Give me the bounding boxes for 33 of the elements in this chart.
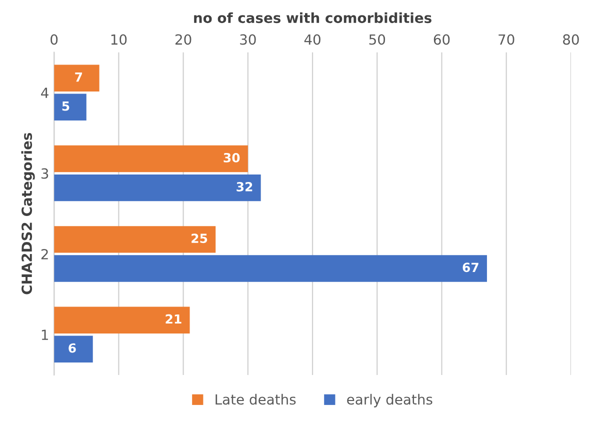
x-tick-label: 30 bbox=[240, 34, 256, 45]
x-axis-title: no of cases with comorbidities bbox=[194, 12, 432, 24]
x-tick-label: 50 bbox=[369, 34, 386, 45]
data-label: 5 bbox=[62, 102, 70, 111]
x-tick-label: 60 bbox=[434, 34, 450, 45]
x-tick-label: 20 bbox=[175, 34, 192, 45]
y-axis-title: CHA2DS2 Categories bbox=[21, 132, 35, 294]
bar bbox=[54, 174, 261, 202]
data-label: 7 bbox=[75, 72, 82, 82]
x-tick-label: 10 bbox=[111, 34, 127, 45]
data-label: 21 bbox=[166, 314, 182, 324]
x-tick-label: 40 bbox=[304, 34, 320, 45]
data-label: 32 bbox=[236, 182, 252, 192]
x-tick-label: 0 bbox=[50, 34, 58, 45]
bar bbox=[54, 145, 248, 172]
y-tick-label: 3 bbox=[41, 168, 48, 179]
data-label: 25 bbox=[192, 234, 208, 244]
bar bbox=[54, 64, 100, 92]
bar bbox=[54, 306, 190, 334]
bar bbox=[54, 255, 487, 282]
bar bbox=[54, 336, 93, 363]
y-tick-label: 1 bbox=[42, 330, 48, 340]
bar bbox=[54, 94, 86, 121]
legend-label: Late deaths bbox=[216, 394, 296, 405]
x-tick-label: 80 bbox=[563, 34, 579, 45]
data-label: 67 bbox=[462, 262, 478, 272]
legend-label: early deaths bbox=[347, 394, 432, 408]
data-label: 6 bbox=[68, 343, 76, 353]
y-tick-label: 4 bbox=[41, 88, 48, 98]
x-tick-label: 70 bbox=[498, 34, 514, 45]
y-tick-label: 2 bbox=[41, 248, 48, 260]
bar bbox=[54, 226, 216, 253]
data-label: 30 bbox=[224, 152, 240, 162]
